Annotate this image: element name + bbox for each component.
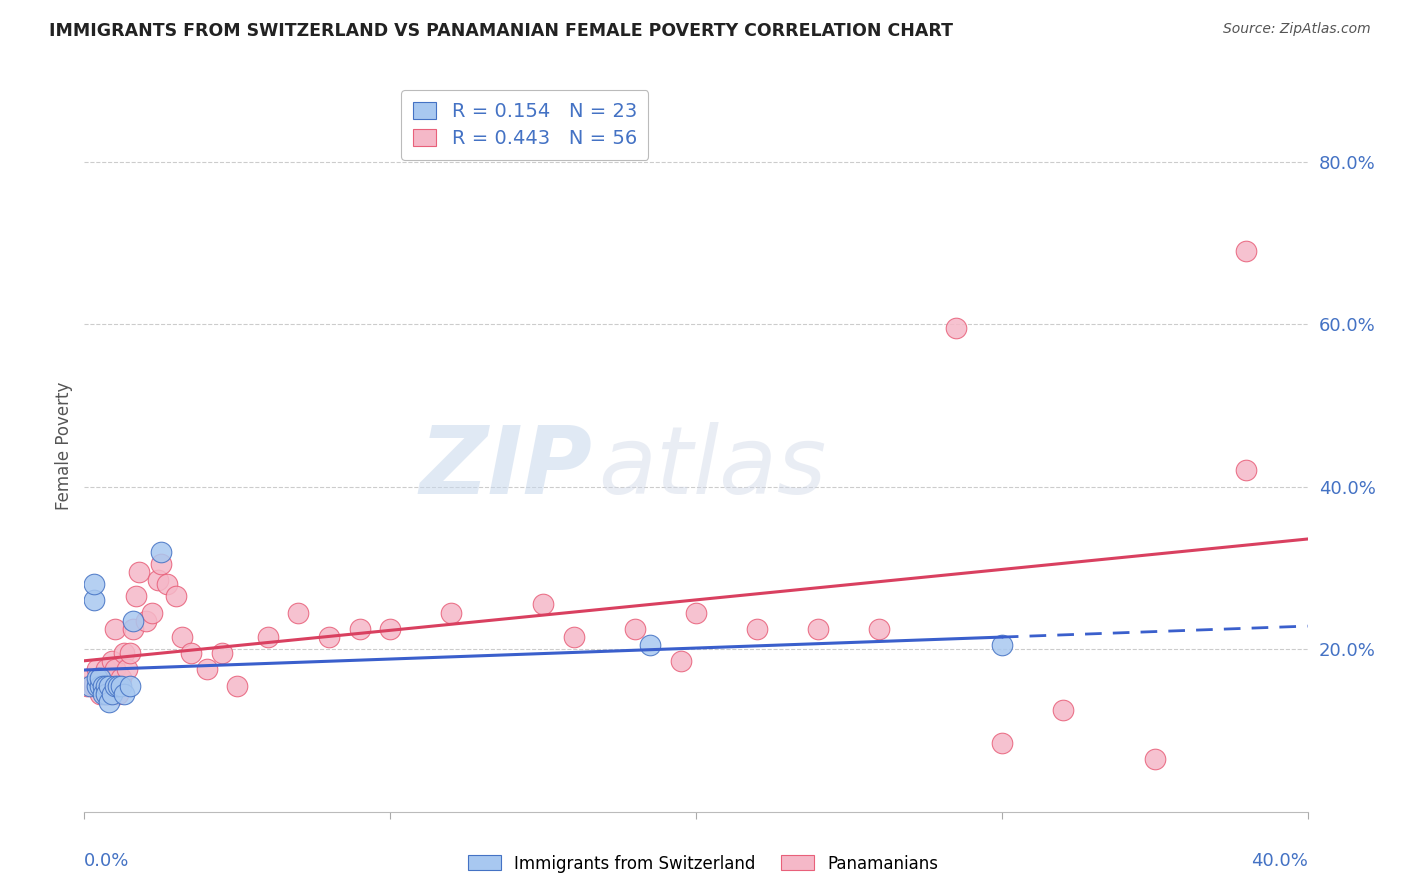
Point <box>89 671 111 685</box>
Point <box>104 679 127 693</box>
Point <box>807 622 830 636</box>
Point <box>195 663 218 677</box>
Point <box>112 687 135 701</box>
Point <box>747 622 769 636</box>
Point <box>101 679 124 693</box>
Point <box>91 679 114 693</box>
Point <box>120 646 142 660</box>
Point <box>869 622 891 636</box>
Point <box>146 573 169 587</box>
Point <box>91 687 114 701</box>
Point <box>349 622 371 636</box>
Point <box>135 614 157 628</box>
Point <box>624 622 647 636</box>
Point <box>122 622 145 636</box>
Point <box>115 663 138 677</box>
Point <box>165 590 187 604</box>
Point <box>180 646 202 660</box>
Point <box>1052 703 1074 717</box>
Point <box>94 663 117 677</box>
Point <box>86 679 108 693</box>
Text: 0.0%: 0.0% <box>84 852 129 870</box>
Point <box>638 638 661 652</box>
Point <box>149 544 172 558</box>
Point <box>945 321 967 335</box>
Point <box>107 679 129 693</box>
Point <box>1236 244 1258 258</box>
Point <box>86 671 108 685</box>
Point <box>86 663 108 677</box>
Point <box>685 606 707 620</box>
Point <box>128 565 150 579</box>
Point <box>104 622 127 636</box>
Point <box>1236 463 1258 477</box>
Text: ZIP: ZIP <box>419 422 592 514</box>
Point <box>101 687 124 701</box>
Point <box>120 679 142 693</box>
Point <box>156 577 179 591</box>
Point <box>83 593 105 607</box>
Point <box>89 687 111 701</box>
Point <box>122 614 145 628</box>
Point <box>125 590 148 604</box>
Point <box>172 630 194 644</box>
Point <box>76 679 98 693</box>
Point <box>79 671 101 685</box>
Point <box>97 671 120 685</box>
Point <box>101 654 124 668</box>
Point <box>83 679 105 693</box>
Point <box>94 687 117 701</box>
Text: 40.0%: 40.0% <box>1251 852 1308 870</box>
Legend: R = 0.154   N = 23, R = 0.443   N = 56: R = 0.154 N = 23, R = 0.443 N = 56 <box>401 90 648 160</box>
Point <box>112 646 135 660</box>
Point <box>287 606 309 620</box>
Point <box>141 606 163 620</box>
Y-axis label: Female Poverty: Female Poverty <box>55 382 73 510</box>
Text: Source: ZipAtlas.com: Source: ZipAtlas.com <box>1223 22 1371 37</box>
Point <box>89 679 111 693</box>
Point <box>91 671 114 685</box>
Point <box>562 630 585 644</box>
Point <box>94 687 117 701</box>
Point <box>110 671 132 685</box>
Point <box>226 679 249 693</box>
Point <box>257 630 280 644</box>
Point <box>94 679 117 693</box>
Point <box>1143 752 1166 766</box>
Point <box>91 679 114 693</box>
Point <box>531 598 554 612</box>
Point <box>991 638 1014 652</box>
Text: IMMIGRANTS FROM SWITZERLAND VS PANAMANIAN FEMALE POVERTY CORRELATION CHART: IMMIGRANTS FROM SWITZERLAND VS PANAMANIA… <box>49 22 953 40</box>
Point <box>89 671 111 685</box>
Legend: Immigrants from Switzerland, Panamanians: Immigrants from Switzerland, Panamanians <box>461 848 945 880</box>
Point <box>991 736 1014 750</box>
Point <box>211 646 233 660</box>
Point <box>318 630 340 644</box>
Point <box>149 557 172 571</box>
Point <box>83 577 105 591</box>
Point <box>380 622 402 636</box>
Point <box>440 606 463 620</box>
Point <box>79 679 101 693</box>
Point <box>97 687 120 701</box>
Point <box>97 695 120 709</box>
Point <box>86 679 108 693</box>
Point <box>110 679 132 693</box>
Point <box>104 663 127 677</box>
Point <box>669 654 692 668</box>
Point <box>97 679 120 693</box>
Text: atlas: atlas <box>598 423 827 514</box>
Point <box>107 687 129 701</box>
